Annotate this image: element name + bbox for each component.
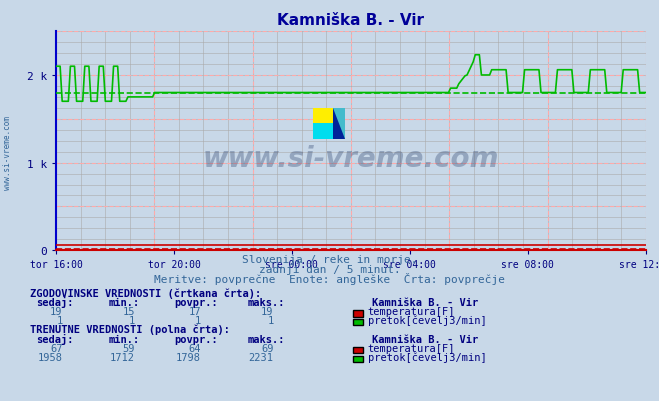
Text: 1958: 1958 bbox=[38, 352, 63, 362]
Text: 1: 1 bbox=[57, 315, 63, 325]
Text: www.si-vreme.com: www.si-vreme.com bbox=[3, 115, 13, 189]
Text: temperatura[F]: temperatura[F] bbox=[368, 306, 455, 316]
Text: sedaj:: sedaj: bbox=[36, 297, 74, 308]
Text: pretok[čevelj3/min]: pretok[čevelj3/min] bbox=[368, 351, 486, 362]
Text: 2231: 2231 bbox=[248, 352, 273, 362]
Text: 69: 69 bbox=[261, 343, 273, 353]
Polygon shape bbox=[333, 109, 345, 139]
Text: Slovenija / reke in morje.: Slovenija / reke in morje. bbox=[242, 255, 417, 265]
Text: povpr.:: povpr.: bbox=[175, 334, 218, 344]
Text: ZGODOVINSKE VREDNOSTI (črtkana črta):: ZGODOVINSKE VREDNOSTI (črtkana črta): bbox=[30, 288, 261, 298]
Text: maks.:: maks.: bbox=[247, 334, 285, 344]
Bar bbox=[333, 109, 345, 139]
Text: povpr.:: povpr.: bbox=[175, 298, 218, 308]
Text: Kamniška B. - Vir: Kamniška B. - Vir bbox=[372, 334, 478, 344]
Text: 1: 1 bbox=[195, 315, 201, 325]
Text: 64: 64 bbox=[188, 343, 201, 353]
Text: temperatura[F]: temperatura[F] bbox=[368, 343, 455, 353]
Text: maks.:: maks.: bbox=[247, 298, 285, 308]
Text: 1712: 1712 bbox=[110, 352, 135, 362]
Text: min.:: min.: bbox=[109, 334, 140, 344]
Text: Kamniška B. - Vir: Kamniška B. - Vir bbox=[372, 298, 478, 308]
Text: sedaj:: sedaj: bbox=[36, 333, 74, 344]
Text: 59: 59 bbox=[123, 343, 135, 353]
Text: 1798: 1798 bbox=[176, 352, 201, 362]
Bar bbox=[312, 124, 333, 139]
Title: Kamniška B. - Vir: Kamniška B. - Vir bbox=[277, 13, 424, 28]
Text: 15: 15 bbox=[123, 306, 135, 316]
Text: pretok[čevelj3/min]: pretok[čevelj3/min] bbox=[368, 314, 486, 325]
Text: TRENUTNE VREDNOSTI (polna črta):: TRENUTNE VREDNOSTI (polna črta): bbox=[30, 324, 229, 334]
Text: Meritve: povprečne  Enote: angleške  Črta: povprečje: Meritve: povprečne Enote: angleške Črta:… bbox=[154, 272, 505, 284]
Text: 19: 19 bbox=[261, 306, 273, 316]
Text: 1: 1 bbox=[268, 315, 273, 325]
Text: 19: 19 bbox=[50, 306, 63, 316]
Text: min.:: min.: bbox=[109, 298, 140, 308]
Text: www.si-vreme.com: www.si-vreme.com bbox=[203, 145, 499, 173]
Text: zadnji dan / 5 minut.: zadnji dan / 5 minut. bbox=[258, 265, 401, 275]
Bar bbox=[312, 109, 333, 124]
Text: 1: 1 bbox=[129, 315, 135, 325]
Text: 67: 67 bbox=[50, 343, 63, 353]
Text: 17: 17 bbox=[188, 306, 201, 316]
